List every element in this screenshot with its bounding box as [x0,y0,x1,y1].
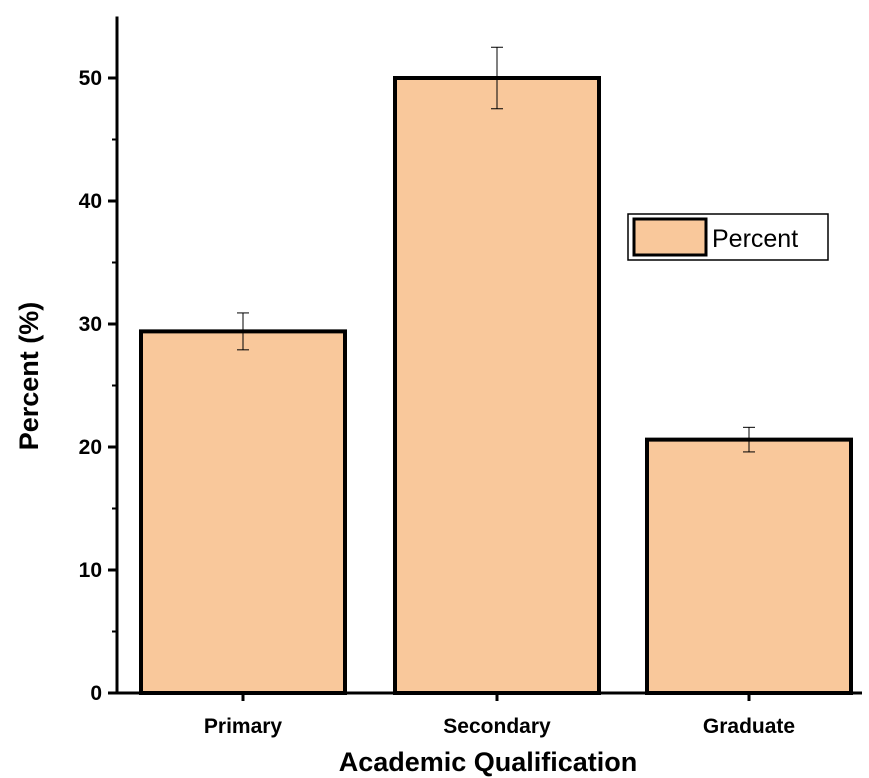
x-axis-title: Academic Qualification [339,747,638,777]
y-axis-title: Percent (%) [14,302,44,451]
y-tick-label: 40 [79,190,102,213]
x-tick-label-graduate: Graduate [703,715,795,738]
axes-layer [115,16,862,695]
legend: Percent [627,213,829,261]
x-tick-label-secondary: Secondary [443,715,551,738]
error-bars-layer [237,46,755,453]
bar-secondary [393,76,601,695]
y-tick-label: 30 [79,313,102,336]
x-tick-labels: Primary Secondary Graduate [204,693,795,738]
bar-graduate [645,437,853,695]
y-tick-label: 50 [79,67,102,90]
y-tick-label: 0 [90,682,102,705]
y-tick-label: 10 [79,559,102,582]
bars-layer [139,76,853,695]
y-tick-label: 20 [79,436,102,459]
bar-primary [139,329,347,695]
x-tick-label-primary: Primary [204,715,283,738]
legend-label: Percent [712,225,798,253]
y-ticks: 0 10 20 30 40 50 [79,67,117,705]
legend-swatch [632,217,708,257]
